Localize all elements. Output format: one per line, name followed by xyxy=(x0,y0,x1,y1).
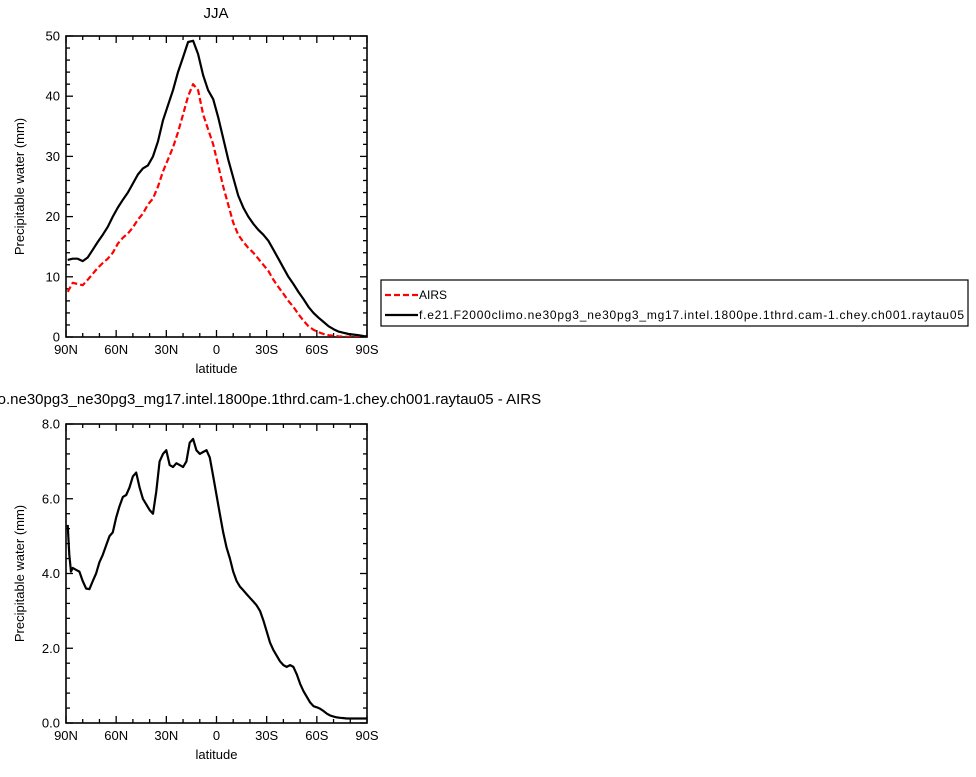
y-tick-label: 0 xyxy=(53,330,60,345)
legend-box xyxy=(380,279,969,327)
x-tick-label: 30N xyxy=(154,342,178,357)
series-line-1 xyxy=(66,83,367,337)
y-axis-label: Precipitable water (mm) xyxy=(12,505,27,642)
series-line-1 xyxy=(66,437,367,720)
x-tick-label: 30N xyxy=(154,728,178,743)
y-axis-label: Precipitable water (mm) xyxy=(12,118,27,255)
x-tick-label: 90S xyxy=(355,728,378,743)
x-tick-label: 90N xyxy=(54,728,78,743)
x-tick-label: 60N xyxy=(104,728,128,743)
x-tick-label: 60S xyxy=(305,728,328,743)
chart-panel-1: JJA 90N 60N 30N 0 30S 60S 90S 0 10 20 30 40 50 latitud… xyxy=(12,5,969,376)
y-tick-label: 10 xyxy=(46,269,60,284)
x-tick-label: 30S xyxy=(255,342,278,357)
legend: AIRS f.e21.F2000climo.ne30pg3_ne30pg3_mg1… xyxy=(380,279,969,327)
y-tick-label: 6.0 xyxy=(42,491,60,506)
x-tick-label: 90N xyxy=(54,342,78,357)
y-tick-label: 40 xyxy=(46,89,60,104)
x-tick-label: 0 xyxy=(213,342,220,357)
y-tick-label: 4.0 xyxy=(42,566,60,581)
x-tick-label: 90S xyxy=(355,342,378,357)
y-tick-label: 2.0 xyxy=(42,641,60,656)
chart-title: f.e21.F2000climo.ne30pg3_ne30pg3_mg17.in… xyxy=(0,391,541,408)
x-tick-label: 60N xyxy=(104,342,128,357)
y-tick-label: 8.0 xyxy=(42,417,60,432)
x-tick-label: 60S xyxy=(305,342,328,357)
chart-title: JJA xyxy=(203,5,228,22)
legend-label-1: AIRS xyxy=(419,288,447,302)
y-tick-label: 0.0 xyxy=(42,716,60,731)
y-tick-label: 20 xyxy=(46,209,60,224)
series-line-2 xyxy=(67,39,367,337)
y-tick-label: 30 xyxy=(46,149,60,164)
chart-panel-2: f.e21.F2000climo.ne30pg3_ne30pg3_mg17.in… xyxy=(0,391,541,762)
x-axis-label: latitude xyxy=(196,361,238,376)
plot-frame xyxy=(65,35,368,338)
y-tick-label: 50 xyxy=(46,29,60,44)
x-axis-label: latitude xyxy=(196,747,238,762)
x-tick-label: 30S xyxy=(255,728,278,743)
plot-frame xyxy=(65,423,368,724)
x-tick-label: 0 xyxy=(213,728,220,743)
legend-label-2: f.e21.F2000climo.ne30pg3_ne30pg3_mg17.in… xyxy=(419,308,964,322)
